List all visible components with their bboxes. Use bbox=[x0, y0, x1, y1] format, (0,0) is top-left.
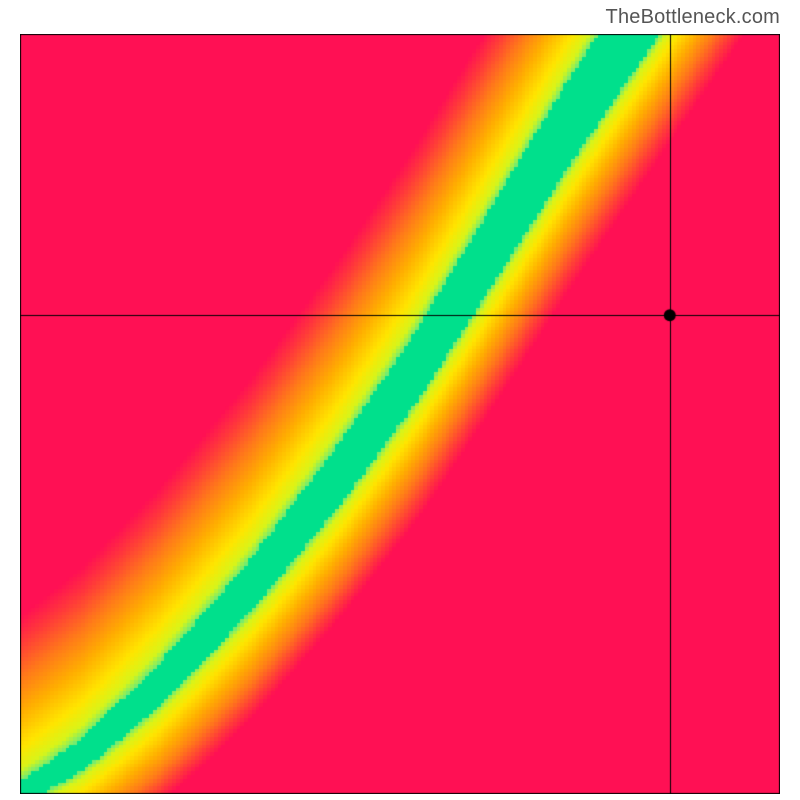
heatmap-canvas bbox=[20, 34, 780, 794]
watermark-text: TheBottleneck.com bbox=[606, 6, 780, 29]
heatmap-chart bbox=[20, 34, 780, 794]
